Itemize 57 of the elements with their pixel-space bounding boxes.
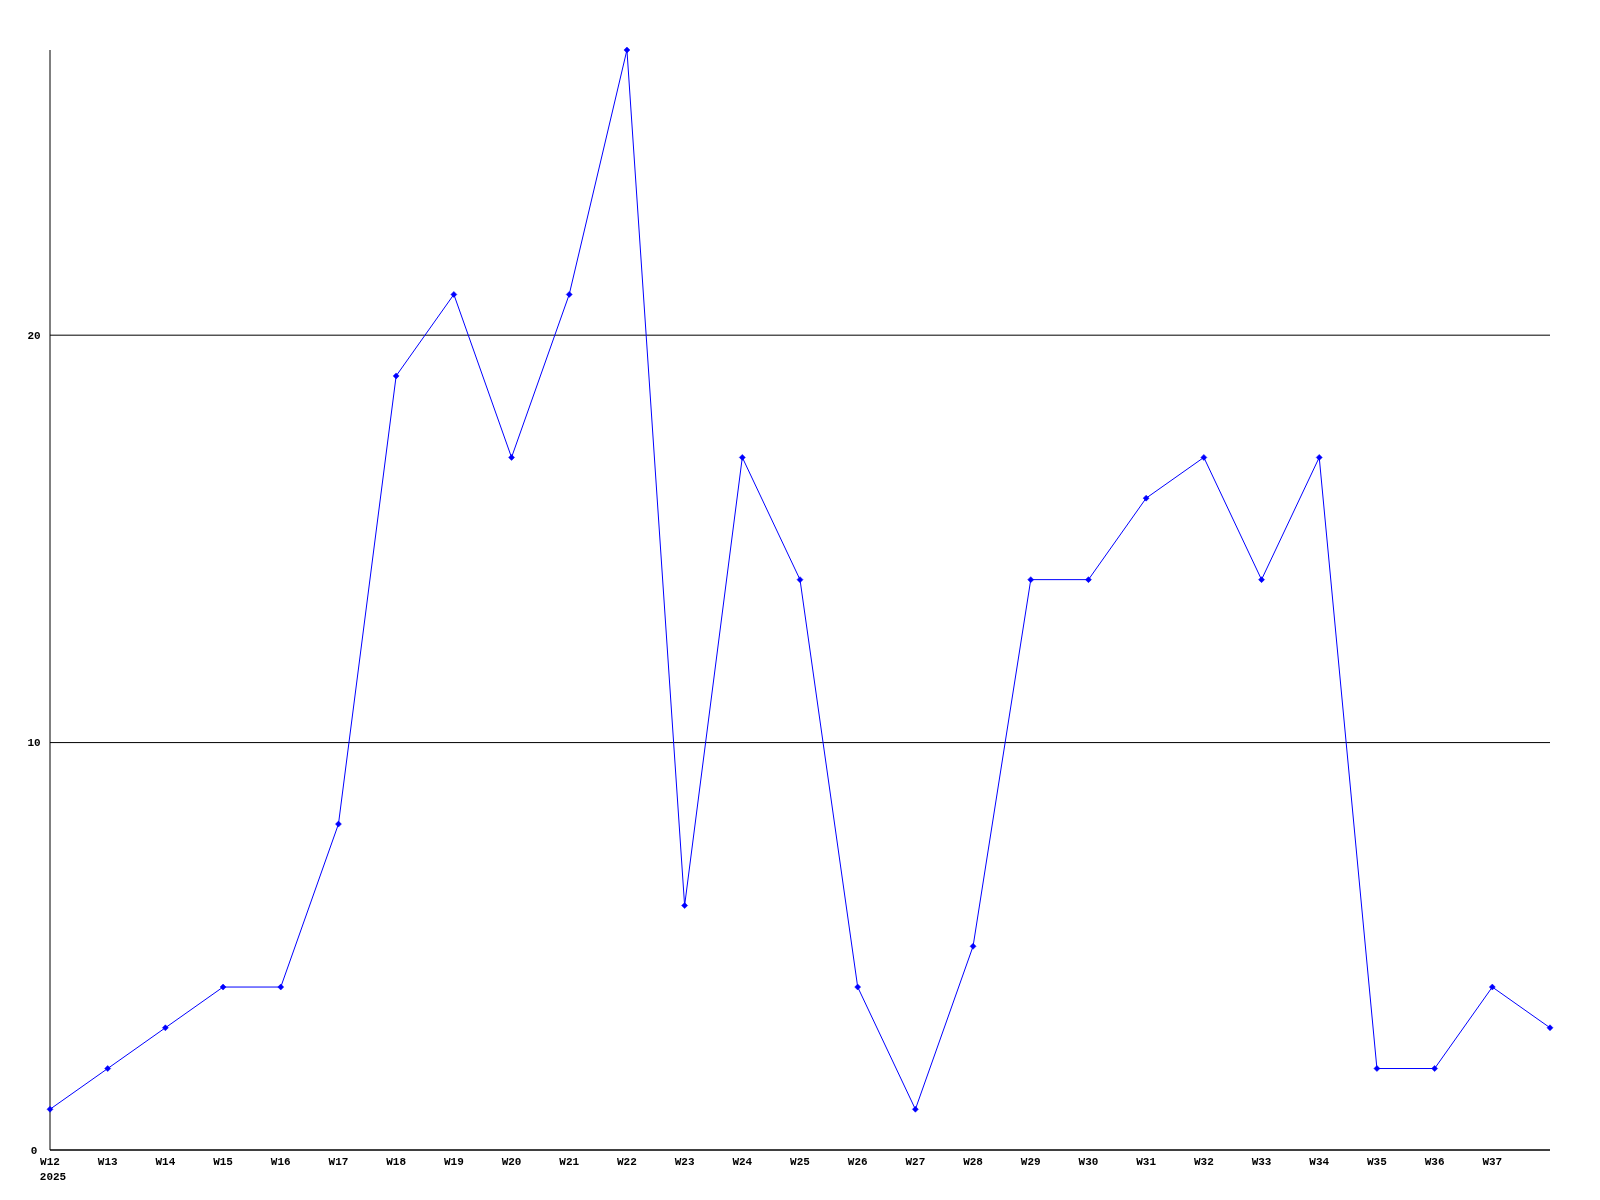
- point: [796, 576, 804, 583]
- text: 2025: [39, 1171, 67, 1183]
- x-tick-label: W13: [97, 1156, 118, 1168]
- point: [681, 902, 688, 909]
- x-tick-label: W18: [386, 1156, 407, 1168]
- x-tick-label: W20: [501, 1156, 522, 1168]
- point: [46, 1106, 54, 1113]
- point: [508, 454, 515, 461]
- x-tick-label: W15: [213, 1156, 234, 1168]
- x-tick-label: W27: [905, 1156, 926, 1168]
- point: [1200, 454, 1208, 461]
- x-tick-label: W36: [1424, 1156, 1445, 1168]
- point: [969, 943, 977, 950]
- point: [1315, 454, 1323, 461]
- x-tick-label: W33: [1251, 1156, 1272, 1168]
- x-tick-label: W26: [847, 1156, 868, 1168]
- y-tick-label: 0: [30, 1144, 38, 1157]
- point: [1258, 576, 1265, 583]
- x-tick-label: W22: [617, 1156, 637, 1168]
- x-tick-label: W12: [40, 1156, 60, 1168]
- x-tick-label: W14: [155, 1156, 176, 1168]
- point: [1431, 1065, 1438, 1072]
- point: [104, 1065, 111, 1072]
- point: [219, 983, 227, 991]
- x-tick-label: W19: [443, 1156, 464, 1168]
- x-tick-label: W32: [1193, 1156, 1214, 1168]
- point: [1027, 576, 1035, 583]
- x-tick-label: W35: [1367, 1156, 1388, 1168]
- x-tick-label: W34: [1309, 1156, 1330, 1168]
- x-tick-label: W29: [1020, 1156, 1041, 1168]
- point: [1142, 494, 1150, 502]
- x-tick-label: W30: [1078, 1156, 1099, 1168]
- x-tick-label: W28: [963, 1156, 984, 1168]
- point: [854, 983, 861, 991]
- point: [1085, 576, 1092, 583]
- x-tick-label: W21: [559, 1156, 580, 1168]
- point: [1546, 1024, 1554, 1032]
- point: [335, 820, 342, 828]
- point: [277, 983, 285, 991]
- x-tick-label: W25: [790, 1156, 811, 1168]
- y-tick-label: 20: [27, 330, 41, 343]
- point: [162, 1024, 169, 1032]
- x-tick-label: W31: [1136, 1156, 1157, 1168]
- x-tick-label: W37: [1482, 1156, 1503, 1168]
- point: [565, 291, 573, 298]
- point: [912, 1106, 919, 1113]
- point: [392, 372, 400, 380]
- x-tick-label: W17: [328, 1156, 349, 1168]
- y-tick-label: 10: [27, 737, 41, 750]
- point: [1373, 1065, 1381, 1072]
- point: [1489, 983, 1496, 991]
- point: [739, 454, 746, 461]
- x-tick-label: W16: [270, 1156, 291, 1168]
- x-tick-label: W23: [674, 1156, 695, 1168]
- x-tick-label: W24: [732, 1156, 753, 1168]
- point: [450, 291, 458, 298]
- point: [623, 46, 631, 54]
